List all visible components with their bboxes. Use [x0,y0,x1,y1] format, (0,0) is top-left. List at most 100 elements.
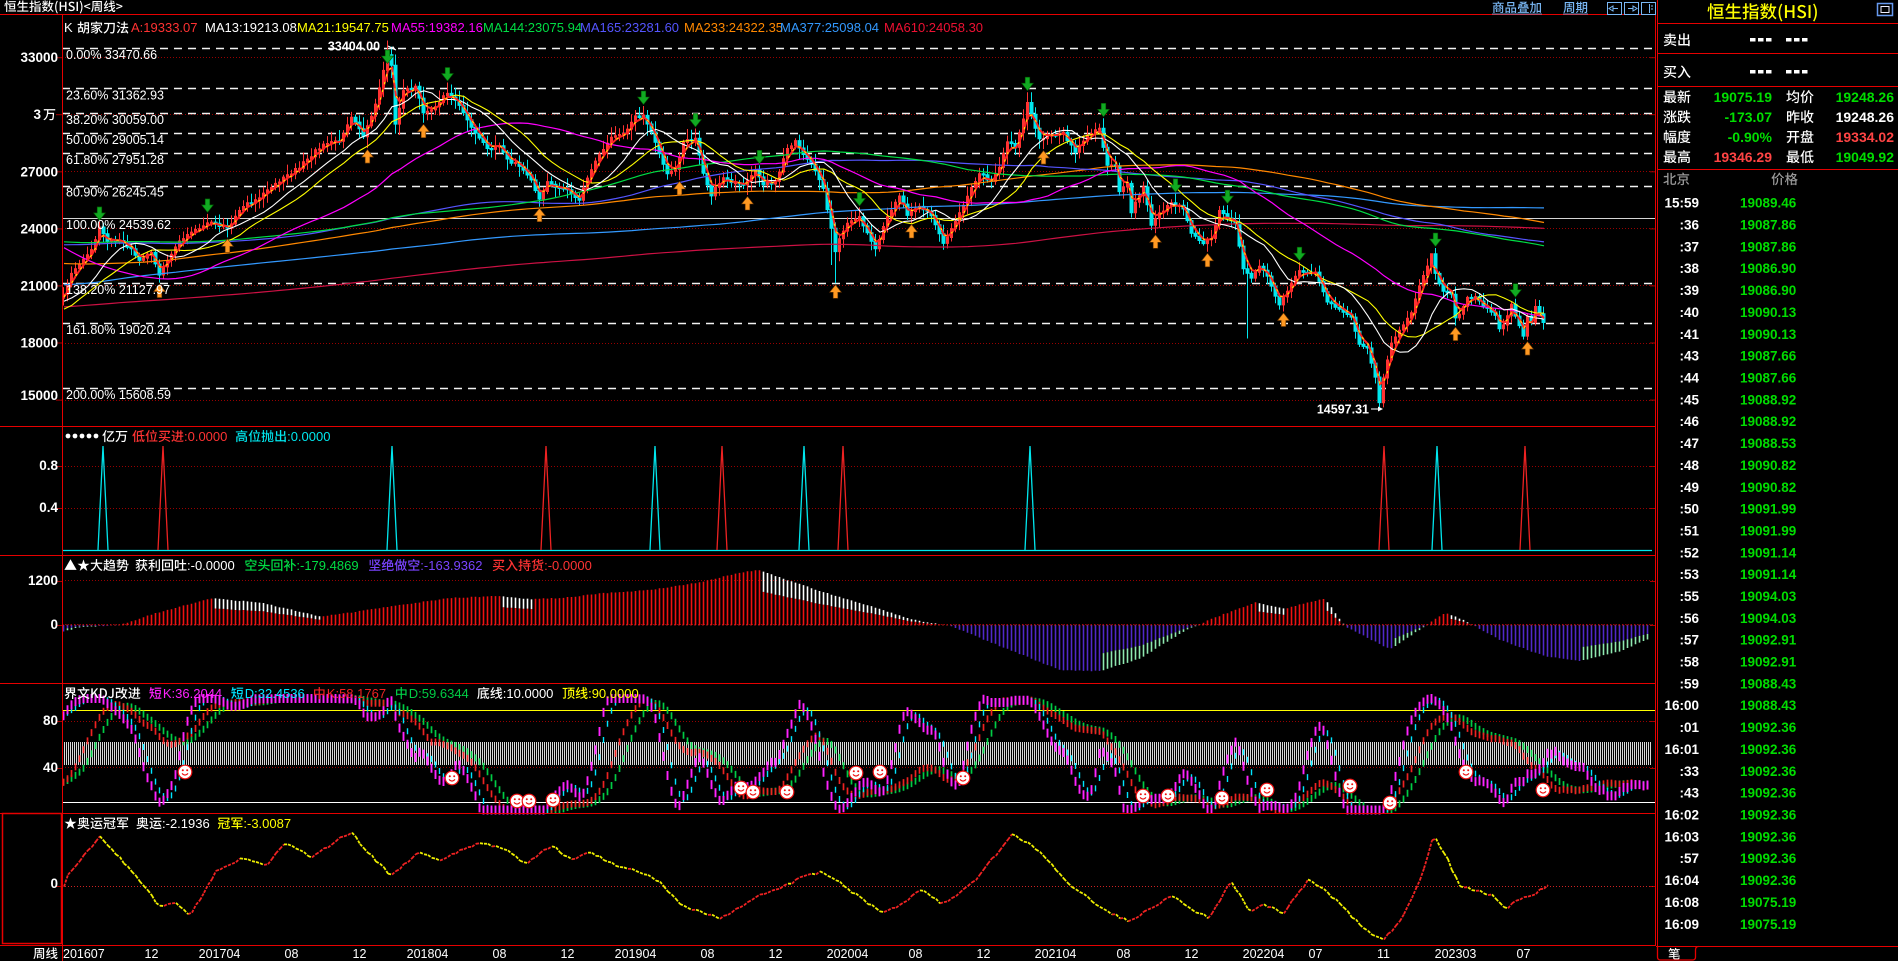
svg-text:19092.36: 19092.36 [1740,786,1797,801]
svg-text:33000: 33000 [20,50,58,65]
svg-text:16:04: 16:04 [1664,873,1699,888]
svg-text:201804: 201804 [407,947,449,961]
svg-text:19088.92: 19088.92 [1740,392,1796,407]
svg-text:19089.46: 19089.46 [1740,196,1797,211]
svg-text:07: 07 [1309,947,1323,961]
svg-text:16:02: 16:02 [1664,808,1699,823]
svg-text:19087.66: 19087.66 [1740,371,1797,386]
svg-text::39: :39 [1679,283,1699,298]
svg-text::-0.0000: :-0.0000 [544,558,592,573]
svg-text:202303: 202303 [1435,947,1477,961]
svg-text:16:03: 16:03 [1664,829,1699,844]
svg-text:201607: 201607 [63,947,105,961]
svg-text:40: 40 [43,760,58,775]
svg-text::38: :38 [1679,261,1699,276]
svg-text:MA233:24322.35: MA233:24322.35 [684,20,783,35]
svg-text:0: 0 [50,876,58,891]
svg-text::-179.4869: :-179.4869 [296,558,358,573]
svg-text:MA55:19382.16: MA55:19382.16 [391,20,483,35]
svg-text:3: 3 [33,107,41,122]
svg-text:08: 08 [1117,947,1131,961]
svg-text:0.00% 33470.66: 0.00% 33470.66 [66,48,157,62]
svg-text:19090.82: 19090.82 [1740,480,1796,495]
svg-text:19087.86: 19087.86 [1740,218,1797,233]
svg-text::55: :55 [1679,589,1699,604]
svg-text:12: 12 [561,947,575,961]
svg-text:19092.36: 19092.36 [1740,808,1797,823]
svg-text:19091.99: 19091.99 [1740,502,1796,517]
svg-text::43: :43 [1679,786,1699,801]
svg-text:-173.07: -173.07 [1725,109,1773,125]
svg-text:19088.92: 19088.92 [1740,414,1796,429]
svg-text:19088.43: 19088.43 [1740,698,1797,713]
svg-text:0.4: 0.4 [39,500,58,515]
svg-text:16:08: 16:08 [1664,895,1699,910]
svg-text::0.0000: :0.0000 [184,429,227,444]
svg-text:19088.53: 19088.53 [1740,436,1797,451]
svg-text:24000: 24000 [20,221,58,236]
svg-text:202004: 202004 [827,947,869,961]
svg-text::0.0000: :0.0000 [287,429,330,444]
svg-text:19092.36: 19092.36 [1740,851,1797,866]
svg-text:27000: 27000 [20,164,58,179]
svg-text:19092.36: 19092.36 [1740,764,1797,779]
svg-text:19334.02: 19334.02 [1836,129,1895,145]
svg-text:16:01: 16:01 [1664,742,1699,757]
svg-text:19090.13: 19090.13 [1740,305,1797,320]
svg-text:14597.31: 14597.31 [1317,403,1369,417]
svg-text::43: :43 [1679,349,1699,364]
svg-text:MA144:23075.94: MA144:23075.94 [483,20,582,35]
svg-text:19075.19: 19075.19 [1714,89,1773,105]
svg-text:19091.14: 19091.14 [1740,545,1797,560]
svg-text:200.00% 15608.59: 200.00% 15608.59 [66,388,171,402]
svg-text:21000: 21000 [20,278,58,293]
svg-text::90.0000: :90.0000 [588,686,639,701]
svg-text:19091.14: 19091.14 [1740,567,1797,582]
svg-text:K:58.1767: K:58.1767 [327,686,386,701]
svg-text:100.00% 24539.62: 100.00% 24539.62 [66,218,171,232]
svg-text::-0.0000: :-0.0000 [187,558,235,573]
svg-text:08: 08 [701,947,715,961]
svg-text:0: 0 [50,617,58,632]
svg-text::51: :51 [1679,524,1699,539]
svg-text:201704: 201704 [199,947,241,961]
svg-text:19346.29: 19346.29 [1714,149,1773,165]
svg-text:0.8: 0.8 [39,458,58,473]
svg-text:12: 12 [353,947,367,961]
svg-text:08: 08 [909,947,923,961]
svg-text:38.20% 30059.00: 38.20% 30059.00 [66,113,164,127]
svg-text:MA610:24058.30: MA610:24058.30 [884,20,983,35]
svg-text:19248.26: 19248.26 [1836,89,1895,105]
svg-text::33: :33 [1679,764,1699,779]
svg-text::46: :46 [1679,414,1699,429]
svg-text:80.90% 26245.45: 80.90% 26245.45 [66,186,164,200]
svg-text:161.80% 19020.24: 161.80% 19020.24 [66,323,171,337]
svg-text:16:00: 16:00 [1664,698,1699,713]
svg-text:201904: 201904 [615,947,657,961]
svg-text:19092.36: 19092.36 [1740,720,1797,735]
svg-text:19090.13: 19090.13 [1740,327,1797,342]
svg-text::49: :49 [1679,480,1699,495]
svg-text:19092.36: 19092.36 [1740,742,1797,757]
svg-text:15:59: 15:59 [1664,196,1699,211]
svg-text:19092.91: 19092.91 [1740,633,1797,648]
svg-text::40: :40 [1679,305,1699,320]
svg-text:19091.99: 19091.99 [1740,524,1796,539]
svg-text:19092.36: 19092.36 [1740,829,1797,844]
svg-text::44: :44 [1679,371,1699,386]
svg-text:202204: 202204 [1243,947,1285,961]
svg-text:19075.19: 19075.19 [1740,895,1796,910]
svg-text::58: :58 [1679,655,1699,670]
svg-text:1200: 1200 [28,573,58,588]
svg-text::-3.0087: :-3.0087 [243,816,291,831]
svg-text:80: 80 [43,713,58,728]
svg-text::59: :59 [1679,676,1699,691]
svg-text:33404.00: 33404.00 [328,40,380,54]
svg-text:19087.86: 19087.86 [1740,239,1797,254]
svg-text:19086.90: 19086.90 [1740,261,1796,276]
svg-text::56: :56 [1679,611,1699,626]
svg-text::-163.9362: :-163.9362 [420,558,482,573]
svg-text::57: :57 [1679,633,1699,648]
svg-text:K: K [64,20,73,35]
svg-text:61.80% 27951.28: 61.80% 27951.28 [66,153,164,167]
